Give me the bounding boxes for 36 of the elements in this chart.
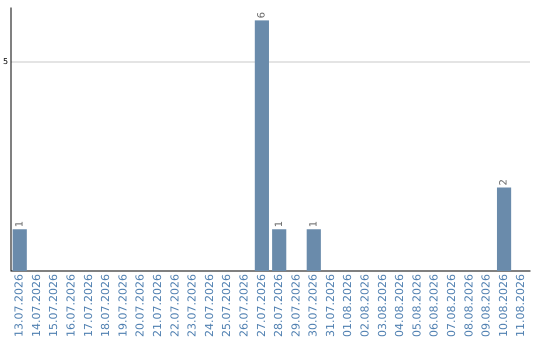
x-tick-label: 09.08.2026 xyxy=(480,274,493,338)
x-tick-label: 19.07.2026 xyxy=(116,274,130,338)
x-tick-label: 07.08.2026 xyxy=(445,274,458,338)
x-tick-label: 23.07.2026 xyxy=(186,274,199,338)
x-tick-label: 31.07.2026 xyxy=(324,274,337,338)
data-label: 1 xyxy=(14,220,26,228)
x-tick-label: 27.07.2026 xyxy=(254,274,268,338)
x-tick-label: 16.07.2026 xyxy=(64,274,78,338)
data-label: 1 xyxy=(274,220,285,228)
data-label: 6 xyxy=(256,12,268,18)
x-tick-label: 21.07.2026 xyxy=(150,274,164,338)
x-tick-label: 03.08.2026 xyxy=(376,274,389,338)
x-tick-label: 10.08.2026 xyxy=(496,274,510,338)
x-tick-label: 05.08.2026 xyxy=(410,274,424,338)
x-tick-label: 01.08.2026 xyxy=(341,274,354,338)
x-tick-label: 06.08.2026 xyxy=(428,274,441,338)
y-tick-label: 5 xyxy=(2,57,8,66)
x-tick-label: 14.07.2026 xyxy=(30,274,43,338)
x-tick-label: 08.08.2026 xyxy=(462,274,476,338)
x-tick-label: 13.07.2026 xyxy=(12,274,26,338)
x-tick-label: 11.08.2026 xyxy=(514,274,528,338)
x-tick-label: 30.07.2026 xyxy=(306,274,320,338)
x-tick-label: 28.07.2026 xyxy=(272,274,286,338)
data-label: 2 xyxy=(498,179,510,186)
x-tick-label: 29.07.2026 xyxy=(289,274,302,338)
data-label: 1 xyxy=(308,220,320,228)
x-tick-label: 22.07.2026 xyxy=(168,274,182,338)
x-tick-label: 20.07.2026 xyxy=(134,274,147,338)
x-tick-label: 15.07.2026 xyxy=(47,274,60,338)
x-tick-label: 17.07.2026 xyxy=(82,274,95,338)
x-tick-label: 04.08.2026 xyxy=(393,274,406,338)
x-tick-label: 24.07.2026 xyxy=(202,274,216,338)
x-tick-label: 02.08.2026 xyxy=(358,274,372,338)
x-tick-label: 18.07.2026 xyxy=(99,274,112,338)
x-tick-label: 26.07.2026 xyxy=(237,274,250,338)
x-tick-label: 25.07.2026 xyxy=(220,274,234,338)
